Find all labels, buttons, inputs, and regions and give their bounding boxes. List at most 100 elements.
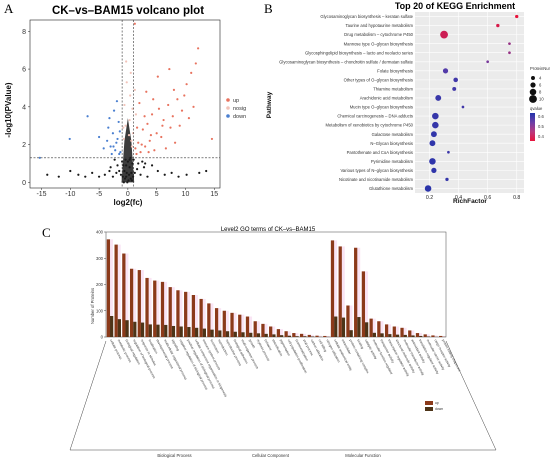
volcano-point — [97, 135, 101, 139]
go-category-label: localization — [148, 339, 159, 355]
go-bar-down — [365, 322, 369, 337]
kegg-legend-size-label: 8 — [539, 90, 542, 95]
go-bar-up — [346, 305, 350, 337]
volcano-point — [119, 151, 122, 154]
kegg-bubble — [429, 158, 436, 165]
volcano-point — [156, 169, 159, 173]
kegg-bubble — [453, 77, 458, 83]
go-bar-down — [280, 335, 284, 337]
kegg-pathway-label: Various types of N–glycan biosynthesis — [340, 168, 413, 173]
go-bar-up — [369, 318, 373, 337]
kegg-bubble — [424, 185, 432, 192]
volcano-point — [147, 151, 150, 154]
volcano-point — [109, 166, 112, 169]
go-legend-label: down — [435, 407, 443, 411]
volcano-point — [205, 169, 208, 173]
go-bar-up — [269, 326, 273, 337]
volcano-point — [185, 83, 188, 86]
volcano-point — [150, 164, 154, 167]
go-category-label: intracellular — [341, 339, 353, 356]
kegg-pathway-label: Folate biosynthesis — [377, 68, 413, 73]
kegg-bubble — [508, 51, 511, 55]
volcano-point — [97, 175, 101, 178]
volcano-point — [127, 179, 130, 182]
panel-c-go: C Level2 GO terms of CK–vs–BAM15 Number … — [0, 210, 550, 465]
volcano-point — [135, 152, 138, 156]
volcano-point — [129, 94, 132, 97]
kegg-xtick-label: 0.4 — [455, 195, 462, 201]
kegg-bubble — [445, 177, 449, 182]
go-bar-down — [218, 330, 222, 337]
go-group-label: Biological Process — [157, 453, 191, 458]
volcano-ytick-label: 8 — [22, 29, 26, 36]
kegg-pathway-label: Mucin type O–glycan biosynthesis — [350, 105, 413, 110]
go-bar-down — [264, 333, 268, 337]
volcano-point — [123, 169, 126, 173]
volcano-point-outlier — [133, 22, 136, 25]
go-bar-down — [179, 326, 183, 337]
volcano-point — [46, 173, 49, 176]
volcano-point — [125, 60, 128, 63]
kegg-bubble — [432, 121, 439, 129]
go-ytick-label: 0 — [101, 335, 104, 340]
volcano-point — [77, 173, 80, 176]
volcano-legend-swatch — [226, 114, 230, 118]
go-bar-down — [164, 324, 168, 337]
go-bar-up — [129, 268, 134, 337]
volcano-point — [126, 181, 129, 184]
volcano-point — [122, 137, 125, 141]
volcano-point — [137, 141, 140, 144]
kegg-colorbar-label: 0.6 — [538, 114, 544, 119]
volcano-point — [108, 117, 111, 120]
volcano-point — [125, 171, 128, 174]
volcano-point — [144, 162, 147, 165]
volcano-point — [135, 168, 139, 171]
volcano-point — [153, 149, 156, 152]
volcano-point-outlier — [38, 156, 41, 159]
go-ylabel: Number of Proteins — [90, 288, 95, 324]
volcano-point — [139, 173, 142, 176]
volcano-point — [111, 132, 115, 135]
volcano-point — [178, 124, 181, 127]
volcano-legend-label: down — [233, 114, 246, 120]
volcano-point — [116, 164, 119, 167]
volcano-point-outlier — [210, 137, 214, 141]
go-ytick-label: 300 — [96, 256, 104, 261]
go-bar-down — [357, 317, 361, 337]
volcano-point — [128, 166, 131, 169]
volcano-ytick-label: 0 — [22, 180, 26, 187]
go-bar-up — [354, 247, 358, 337]
volcano-plot: A CK–vs–BAM15 volcano plot log2(fc) -log… — [4, 1, 246, 207]
go-bar-up — [415, 333, 420, 337]
volcano-point — [84, 175, 87, 178]
kegg-legend-size-dot — [529, 95, 537, 103]
go-bar-down — [202, 328, 206, 337]
kegg-bubble — [447, 150, 450, 154]
go-category-label: behavior — [264, 339, 274, 353]
volcano-point — [122, 181, 125, 184]
volcano-legend-label: up — [233, 98, 239, 104]
kegg-legend-size-dot — [529, 88, 537, 96]
kegg-pathway-label: Mannose type O–glycan biosynthesis — [344, 41, 413, 46]
volcano-point — [148, 139, 151, 142]
go-bar-down — [303, 336, 307, 337]
panel-letter-b: B — [264, 1, 273, 16]
volcano-xtick-label: 10 — [182, 191, 190, 198]
kegg-pathway-label: Glutathione metabolism — [369, 186, 414, 191]
volcano-point — [143, 115, 146, 118]
go-bar-down — [310, 336, 315, 337]
volcano-point — [125, 81, 128, 84]
volcano-point — [122, 164, 125, 167]
kegg-pathway-label: Nicotinate and nicotinamide metabolism — [339, 177, 414, 182]
volcano-point — [119, 173, 123, 176]
volcano-point — [194, 62, 197, 65]
go-bar-up — [323, 335, 327, 337]
kegg-xtick-label: 0.8 — [513, 195, 520, 201]
go-bar-down — [372, 332, 376, 337]
volcano-point — [128, 118, 131, 122]
go-bar-up — [145, 277, 149, 337]
go-bar-down — [426, 336, 431, 337]
go-bar-up — [284, 331, 288, 337]
kegg-bubble — [435, 95, 442, 101]
volcano-point — [117, 120, 120, 124]
